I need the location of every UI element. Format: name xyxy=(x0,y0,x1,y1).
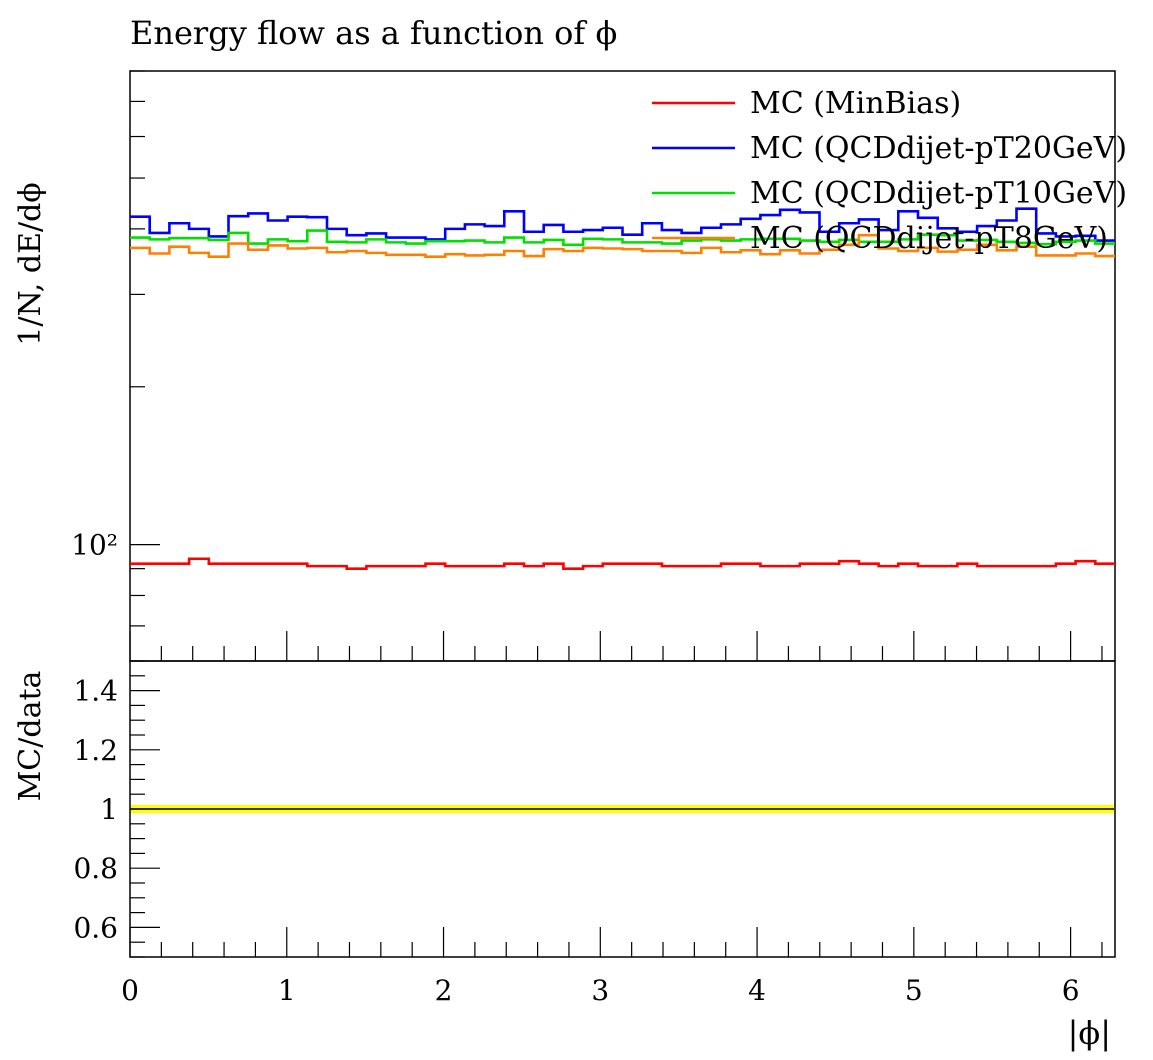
y-axis-label-ratio: MC/data xyxy=(13,670,48,801)
y-tick-label-ratio: 0.8 xyxy=(73,852,118,885)
series-line xyxy=(130,557,1115,570)
y-tick-label-ratio: 1.2 xyxy=(73,734,118,767)
series-group xyxy=(130,207,1115,570)
chart-title: Energy flow as a function of ϕ xyxy=(130,14,617,52)
series-line xyxy=(130,233,1115,259)
x-tick-label: 0 xyxy=(121,974,139,1007)
main-y-axis: 10² xyxy=(71,70,160,662)
series-line xyxy=(130,229,1115,247)
x-tick-label: 5 xyxy=(905,974,923,1007)
x-axis-label: |ϕ| xyxy=(1068,1014,1111,1052)
series-line xyxy=(130,207,1115,242)
y-tick-label-main: 10² xyxy=(71,529,118,562)
legend-label: MC (QCDdijet-pT20GeV) xyxy=(750,131,1127,166)
ratio-y-axis: 0.6 0.8 1 1.2 1.4 xyxy=(73,675,160,958)
legend: MC (MinBias) MC (QCDdijet-pT20GeV) MC (QCD… xyxy=(652,86,1127,256)
x-tick-label: 3 xyxy=(591,974,609,1007)
legend-label: MC (MinBias) xyxy=(750,86,961,121)
y-axis-label-main: 1/N, dE/dϕ xyxy=(13,182,48,345)
y-tick-label-ratio: 0.6 xyxy=(73,911,118,944)
x-tick-label: 1 xyxy=(278,974,296,1007)
y-tick-label-ratio: 1 xyxy=(100,793,118,826)
x-axis: 0 1 2 3 4 5 6 xyxy=(121,631,1103,1007)
x-tick-label: 6 xyxy=(1062,974,1080,1007)
legend-label: MC (QCDdijet-pT10GeV) xyxy=(750,176,1127,211)
x-tick-label: 4 xyxy=(748,974,766,1007)
x-tick-label: 2 xyxy=(435,974,453,1007)
y-tick-label-ratio: 1.4 xyxy=(73,675,118,708)
legend-label: MC (QCDdijet-pT8GeV) xyxy=(750,221,1108,256)
